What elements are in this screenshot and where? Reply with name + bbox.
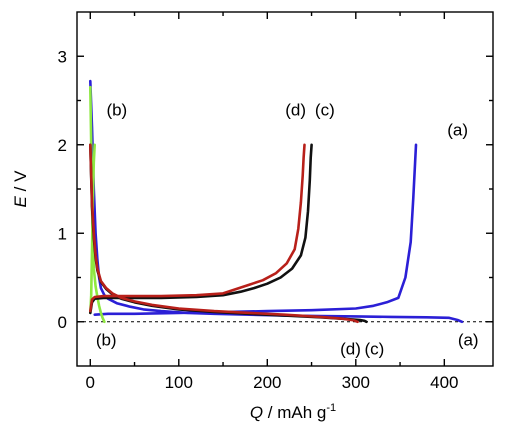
series-a-curve-2: [93, 143, 418, 317]
x-tick-label: 100: [165, 373, 193, 392]
series-d-curve-2: [89, 143, 306, 313]
curve-label-c: (c): [315, 100, 335, 119]
x-tick-label: 200: [253, 373, 281, 392]
curve-label-b: (b): [96, 330, 117, 349]
series-d-curve-1: [89, 143, 359, 324]
y-tick-label: 0: [58, 313, 67, 332]
curve-label-a: (a): [447, 121, 468, 140]
y-tick-label: 2: [58, 136, 67, 155]
y-axis-label: E / V: [11, 170, 30, 208]
y-tick-label: 1: [58, 224, 67, 243]
labels-layer: 0 100 200 300 400 0 1 2 3 Q / mAh g-1 E / V (a) (a) (…: [11, 47, 479, 422]
x-tick-label: 0: [86, 373, 95, 392]
axes-layer: [76, 11, 494, 367]
series-c-curve-2: [89, 143, 313, 315]
x-axis-label: Q / mAh g-1: [250, 402, 336, 422]
curve-label-c: (c): [364, 339, 384, 358]
x-tick-label: 400: [430, 373, 458, 392]
curve-label-b: (b): [106, 100, 127, 119]
curve-label-a: (a): [458, 330, 479, 349]
x-tick-label: 300: [342, 373, 370, 392]
series-a-curve-1: [89, 79, 464, 324]
curve-label-d: (d): [285, 100, 306, 119]
curve-label-d: (d): [340, 339, 361, 358]
series-layer: [77, 79, 493, 324]
y-tick-label: 3: [58, 47, 67, 66]
